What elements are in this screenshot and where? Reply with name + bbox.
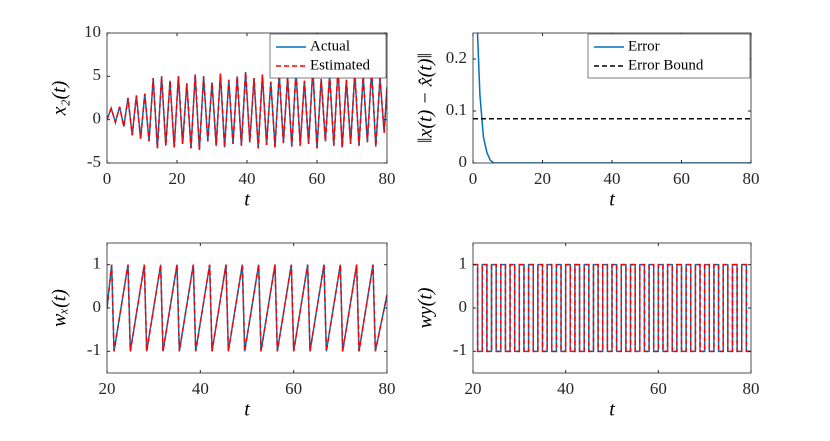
- x-axis-label: t: [609, 189, 615, 211]
- y-tick-label: 0: [459, 152, 468, 171]
- x-tick-label: 60: [673, 169, 690, 188]
- x-tick-label: 20: [465, 379, 482, 398]
- x-tick-label: 20: [99, 379, 116, 398]
- x-tick-label: 0: [469, 169, 478, 188]
- y-axis-label: x₂(t): [49, 80, 71, 116]
- x-tick-label: 40: [604, 169, 621, 188]
- x-tick-label: 80: [743, 169, 760, 188]
- x-axis-label: t: [244, 189, 250, 211]
- subplot: 0 20 40 60 80 0 0.1 0.2 t ‖x(t) − x̂(t)‖ Error Erro…: [415, 32, 760, 211]
- y-axis-label: wy(t): [415, 287, 437, 328]
- plot-area: [107, 243, 387, 373]
- x-axis-label: t: [609, 399, 615, 421]
- x-tick-label: 60: [285, 379, 302, 398]
- y-axis-label: ‖x(t) − x̂(t)‖: [415, 53, 437, 143]
- x-tick-label: 80: [379, 379, 396, 398]
- y-tick-label: 1: [459, 254, 468, 273]
- series-line: [476, 33, 751, 163]
- subplot: 20 40 60 80 -1 0 1 t wy(t): [415, 242, 760, 421]
- x-tick-label: 0: [103, 169, 112, 188]
- legend-label: Actual: [310, 38, 350, 54]
- legend-box: [269, 33, 387, 79]
- y-tick-label: 10: [84, 22, 101, 41]
- y-tick-label: 0: [93, 297, 102, 316]
- x-tick-label: 20: [534, 169, 551, 188]
- y-tick-label: -1: [87, 340, 101, 359]
- y-tick-label: 0.1: [446, 100, 467, 119]
- legend-label: Error Bound: [628, 57, 704, 73]
- y-tick-label: -5: [87, 152, 101, 171]
- series-line: [107, 264, 387, 352]
- x-tick-label: 40: [239, 169, 256, 188]
- x-tick-label: 20: [169, 169, 186, 188]
- x-tick-label: 40: [557, 379, 574, 398]
- x-axis-label: t: [244, 399, 250, 421]
- x-tick-label: 40: [192, 379, 209, 398]
- y-tick-label: -1: [453, 340, 467, 359]
- x-tick-label: 60: [309, 169, 326, 188]
- y-tick-label: 5: [93, 65, 102, 84]
- x-tick-label: 80: [743, 379, 760, 398]
- series-line: [107, 68, 387, 151]
- legend-label: Estimated: [310, 57, 370, 73]
- x-tick-label: 80: [379, 169, 396, 188]
- subplot: 20 40 60 80 -1 0 1 t wₓ(t): [49, 242, 396, 421]
- series-line: [473, 263, 751, 353]
- y-tick-label: 0: [93, 109, 102, 128]
- legend-box: [587, 33, 751, 79]
- y-axis-label: wₓ(t): [49, 289, 71, 327]
- y-tick-label: 0: [459, 297, 468, 316]
- x-tick-label: 60: [650, 379, 667, 398]
- y-tick-label: 1: [93, 254, 102, 273]
- legend-label: Error: [628, 38, 660, 54]
- y-tick-label: 0.2: [446, 48, 467, 67]
